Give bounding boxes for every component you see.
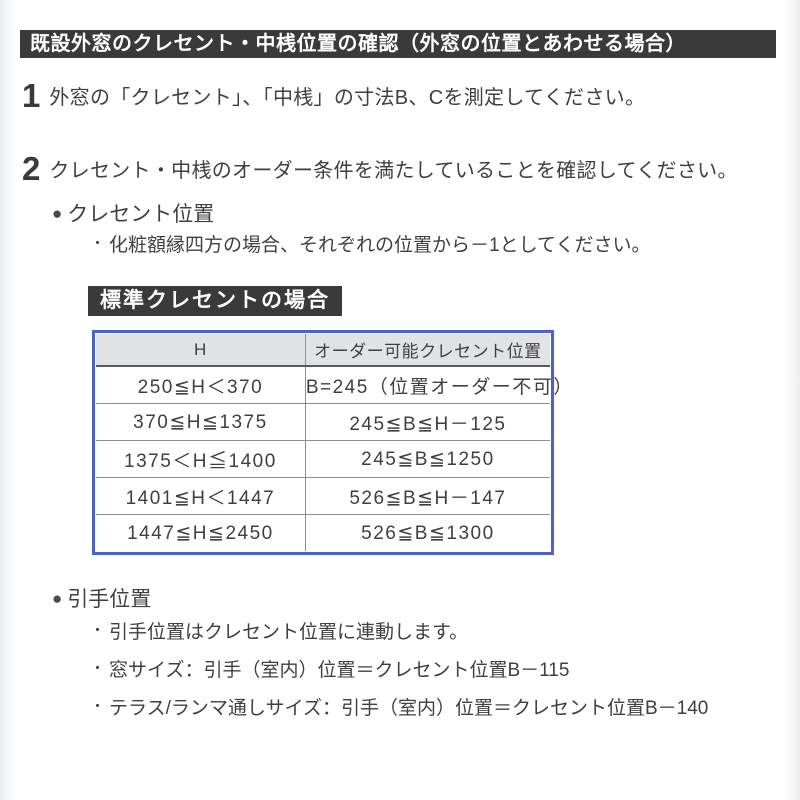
step-2-number: 2 [22,150,41,187]
table-cell-order-range: 245≦B≦H－125 [305,403,550,441]
step-2: 2 クレセント・中桟のオーダー条件を満たしていることを確認してください。 [22,152,738,185]
handle-position-note-text: テラス/ランマ通しサイズ：引手（室内）位置＝クレセント位置B－140 [109,698,709,719]
step-1-text: 外窓の「クレセント」、「中桟」の寸法B、Cを測定してください。 [49,87,646,109]
table-cell-order-range: 526≦B≦H－147 [305,477,550,515]
crescent-position-heading-label: クレセント位置 [67,203,215,226]
table-cell-h-range: 370≦H≦1375 [96,403,306,441]
table-header-order-position: オーダー可能クレセント位置 [305,334,550,367]
crescent-position-heading: ● クレセント位置 [52,198,214,228]
crescent-position-note: ・ 化粧額縁四方の場合、それぞれの位置から－1としてください。 [90,230,650,257]
page-title: 既設外窓のクレセント・中桟位置の確認（外窓の位置とあわせる場合） [20,30,776,58]
table-cell-h-range: 1375＜H≦1400 [96,440,306,478]
handle-position-heading-label: 引手位置 [67,588,152,611]
step-2-text: クレセント・中桟のオーダー条件を満たしていることを確認してください。 [49,160,738,182]
table-cell-order-range: 245≦B≦1250 [305,440,550,478]
standard-crescent-label: 標準クレセントの場合 [88,286,342,316]
table-header-h: H [96,334,306,367]
handle-position-note: ・ 引手位置はクレセント位置に連動します。 [90,617,468,644]
table-cell-h-range: 1447≦H≦2450 [96,514,306,551]
step-1-number: 1 [22,77,41,114]
crescent-position-note-text: 化粧額縁四方の場合、それぞれの位置から－1としてください。 [109,235,651,256]
crescent-position-table: H オーダー可能クレセント位置 250≦H＜370 B=245（位置オーダー不可… [92,330,574,555]
circle-bullet-icon: ● [52,203,63,223]
handle-position-note-text: 窓サイズ：引手（室内）位置＝クレセント位置B－115 [109,660,570,681]
dot-bullet-icon: ・ [90,235,106,252]
table-row: 1375＜H≦1400 245≦B≦1250 [96,440,550,478]
table-row: 1401≦H＜1447 526≦B≦H－147 [96,477,550,515]
handle-position-heading: ● 引手位置 [52,583,151,613]
handle-position-note-text: 引手位置はクレセント位置に連動します。 [109,622,469,643]
table-cell-h-range: 250≦H＜370 [96,366,306,404]
crescent-position-table-grid: H オーダー可能クレセント位置 250≦H＜370 B=245（位置オーダー不可… [96,334,574,551]
handle-position-note: ・ テラス/ランマ通しサイズ：引手（室内）位置＝クレセント位置B－140 [90,693,708,720]
table-cell-order-range: B=245（位置オーダー不可） [305,376,574,398]
table-row: 250≦H＜370 B=245（位置オーダー不可） [96,366,574,404]
table-row: 1447≦H≦2450 526≦B≦1300 [96,514,550,551]
handle-position-note: ・ 窓サイズ：引手（室内）位置＝クレセント位置B－115 [90,655,569,682]
dot-bullet-icon: ・ [90,698,106,715]
step-1: 1 外窓の「クレセント」、「中桟」の寸法B、Cを測定してください。 [22,79,645,112]
circle-bullet-icon: ● [52,588,63,608]
table-header-row: H オーダー可能クレセント位置 [96,334,550,367]
table-cell-order-range: 526≦B≦1300 [305,514,550,551]
table-cell-h-range: 1401≦H＜1447 [96,477,306,515]
table-row: 370≦H≦1375 245≦B≦H－125 [96,403,550,441]
dot-bullet-icon: ・ [90,622,106,639]
dot-bullet-icon: ・ [90,660,106,677]
